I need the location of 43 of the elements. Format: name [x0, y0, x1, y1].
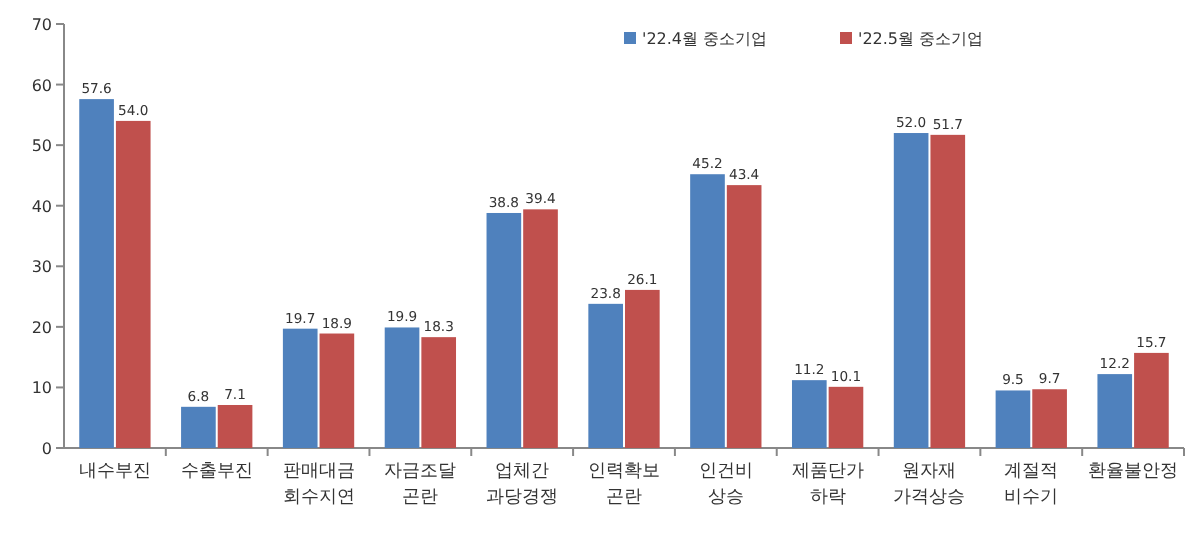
x-tick-label: 제품단가 하락 — [791, 462, 864, 508]
y-tick-label: 20 — [31, 318, 52, 337]
bar — [79, 99, 114, 448]
bar — [384, 327, 420, 448]
bar — [828, 386, 864, 448]
bar — [791, 380, 827, 448]
x-tick-label: 계절적 비수기 — [1004, 462, 1059, 508]
bar — [217, 404, 253, 448]
bar — [930, 134, 966, 448]
y-tick-label: 40 — [31, 197, 52, 216]
bar — [995, 390, 1031, 448]
bar — [893, 133, 929, 448]
x-tick-label: 내수부진 — [78, 462, 151, 482]
legend-label: '22.4월 중소기업 — [642, 30, 768, 48]
bar — [319, 333, 355, 448]
bar — [588, 303, 623, 448]
x-tick-label: 인력확보 곤란 — [588, 462, 660, 508]
bar — [486, 212, 522, 448]
y-tick-label: 60 — [31, 76, 52, 95]
bar — [625, 289, 660, 448]
bar — [1032, 389, 1067, 448]
bar — [181, 406, 216, 448]
bar — [523, 209, 558, 448]
bar — [726, 185, 762, 448]
x-tick-label: 자금조달 곤란 — [384, 462, 457, 508]
x-tick-label: 환율불안정 — [1088, 462, 1179, 482]
x-tick-label: 수출부진 — [180, 462, 253, 482]
bar — [1097, 374, 1133, 448]
x-tick-label: 업체간 과당경쟁 — [486, 462, 559, 508]
y-tick-label: 70 — [31, 16, 52, 34]
bar — [282, 328, 318, 448]
y-tick-label: 50 — [31, 137, 52, 156]
bar — [421, 337, 457, 448]
bar — [115, 120, 151, 448]
x-tick-label: 원자재 가격상승 — [893, 462, 966, 508]
y-tick-label: 10 — [31, 379, 52, 398]
legend-label: '22.5월 중소기업 — [858, 30, 984, 48]
y-tick-label: 0 — [41, 440, 52, 458]
x-tick-label: 판매대금 회수지연 — [282, 462, 355, 508]
bar — [1134, 352, 1169, 448]
y-tick-label: 30 — [31, 258, 52, 277]
x-tick-label: 인건비 상승 — [698, 462, 753, 508]
bar — [690, 174, 725, 448]
